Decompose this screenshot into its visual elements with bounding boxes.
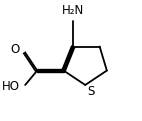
Polygon shape — [37, 69, 64, 72]
Text: O: O — [11, 43, 20, 56]
Text: S: S — [87, 85, 94, 98]
Polygon shape — [62, 46, 75, 71]
Text: HO: HO — [2, 80, 20, 93]
Text: H₂N: H₂N — [62, 4, 84, 16]
